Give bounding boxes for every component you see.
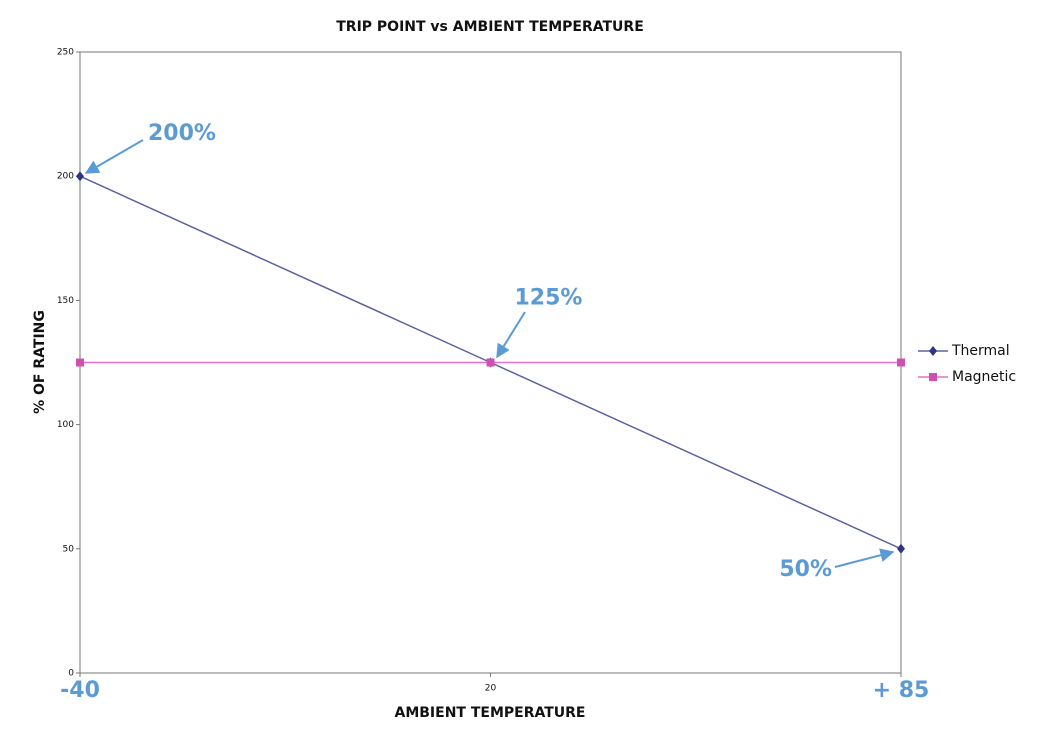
y-tick-label: 50 [63, 544, 75, 554]
y-tick-label: 250 [57, 48, 74, 58]
x-axis-label: AMBIENT TEMPERATURE [394, 705, 585, 721]
annotation-arrow [84, 139, 144, 174]
legend-marker [929, 373, 937, 381]
data-label: 50% [779, 557, 832, 582]
point [897, 358, 905, 367]
legend-label: Thermal [951, 343, 1010, 359]
annotation-arrow [834, 548, 895, 568]
x-tick-label: -40 [60, 678, 100, 703]
x-tick-label: 20 [485, 684, 497, 694]
point [76, 358, 84, 367]
y-tick-label: 0 [68, 669, 74, 679]
y-tick-label: 200 [57, 172, 74, 182]
y-tick-label: 100 [57, 420, 74, 430]
legend-label: Magnetic [952, 369, 1016, 385]
y-axis-label: % OF RATING [32, 310, 48, 414]
legend-marker [929, 346, 937, 356]
y-tick-label: 150 [57, 296, 74, 306]
chart-title: TRIP POINT vs AMBIENT TEMPERATURE [336, 19, 644, 35]
data-label: 125% [515, 286, 583, 311]
data-label: 200% [148, 121, 216, 146]
x-tick-label: + 85 [873, 678, 930, 703]
point [897, 543, 905, 554]
annotation-arrow [496, 311, 526, 359]
point [486, 358, 495, 367]
point [76, 171, 84, 182]
